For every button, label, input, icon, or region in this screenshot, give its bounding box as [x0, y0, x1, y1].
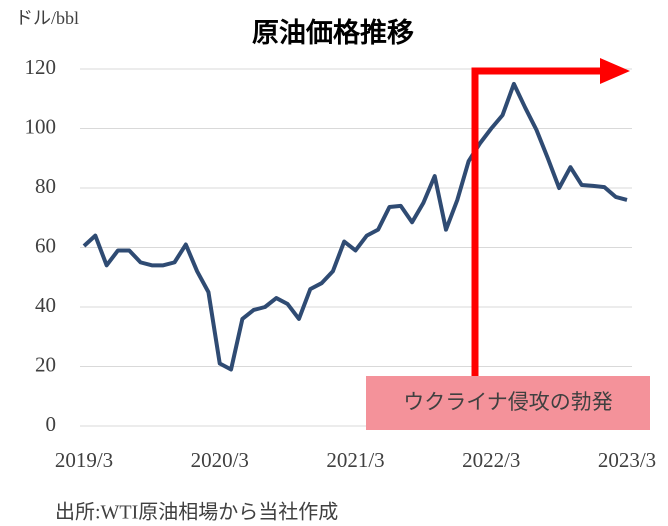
- chart-title: 原油価格推移: [252, 18, 414, 48]
- y-tick-label: 0: [46, 412, 57, 436]
- annotation-box: [366, 376, 650, 430]
- y-tick-label: 80: [35, 174, 56, 198]
- y-axis-label: ドル/bbl: [15, 8, 79, 28]
- y-tick-label: 60: [35, 233, 56, 257]
- y-tick-label: 20: [35, 352, 56, 376]
- x-tick-label: 2023/3: [598, 448, 656, 472]
- y-tick-label: 40: [35, 293, 56, 317]
- x-tick-label: 2022/3: [462, 448, 520, 472]
- x-tick-label: 2019/3: [55, 448, 113, 472]
- source-note: 出所:WTI原油相場から当社作成: [55, 501, 338, 524]
- annotation-arrow: [471, 58, 630, 380]
- y-tick-label: 120: [25, 55, 57, 79]
- y-tick-label: 100: [25, 114, 57, 138]
- x-tick-label: 2020/3: [191, 448, 249, 472]
- x-tick-label: 2021/3: [326, 448, 384, 472]
- annotation-text: ウクライナ侵攻の勃発: [403, 390, 613, 414]
- data-line: [82, 81, 628, 372]
- plot-area: 0 20 40 60 80 100 120 2019/3 2020/3 2021/3 2022/3 2…: [25, 55, 657, 472]
